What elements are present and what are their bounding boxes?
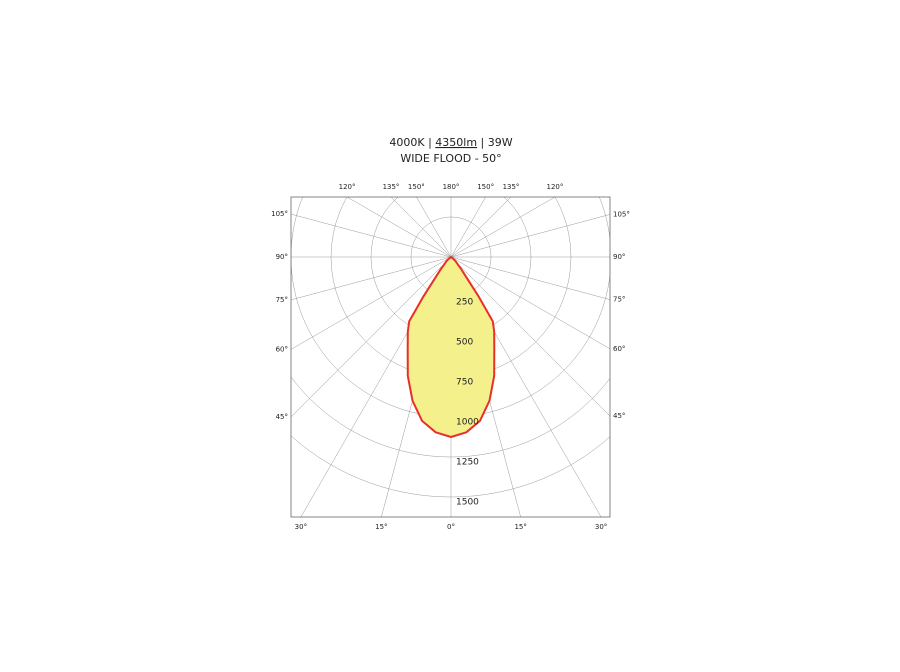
radial-tick-label: 1250 (456, 458, 479, 468)
grid-spoke (390, 197, 452, 258)
angle-tick-label: 135° (503, 183, 520, 191)
angle-tick-label: 135° (383, 183, 400, 191)
grid-spoke (450, 256, 610, 300)
grid-spoke (291, 256, 452, 350)
radial-tick-label: 750 (456, 378, 473, 388)
title-part: | 39W (477, 136, 513, 149)
grid-spoke (346, 197, 452, 258)
angle-tick-label: 180° (443, 183, 460, 191)
title-part: 4000K | (389, 136, 435, 149)
angle-tick-label: 150° (477, 183, 494, 191)
grid-spoke (450, 256, 610, 350)
angle-tick-label: 0° (447, 523, 455, 531)
angle-tick-label: 90° (613, 253, 625, 261)
angle-tick-label: 105° (613, 210, 630, 218)
angle-tick-label: 30° (295, 523, 307, 531)
grid-spoke (291, 256, 452, 418)
angle-tick-label: 15° (375, 523, 387, 531)
angle-tick-label: 75° (276, 296, 288, 304)
grid-spoke (450, 256, 610, 417)
angle-tick-label: 60° (276, 345, 288, 353)
plot: 120° 135° 150° 180° 150° 135° 120° 105° 90° 75° 60… (271, 183, 630, 531)
angle-tick-label: 15° (514, 523, 526, 531)
grid-spoke (450, 197, 486, 258)
chart-subtitle: WIDE FLOOD - 50° (400, 152, 501, 165)
angle-tick-label: 45° (613, 412, 625, 420)
grid-spoke (450, 197, 556, 258)
angle-tick-label: 60° (613, 345, 625, 353)
chart-title: 4000K | 4350lm | 39W (389, 136, 512, 149)
angle-tick-label: 30° (595, 523, 607, 531)
radial-tick-label: 1000 (456, 418, 479, 428)
angle-tick-label: 120° (546, 183, 563, 191)
radial-tick-label: 1500 (456, 498, 479, 508)
title-part: 4350lm (435, 136, 477, 149)
angle-tick-label: 90° (276, 253, 288, 261)
angle-tick-label: 75° (613, 296, 625, 304)
intensity-curve (406, 256, 496, 438)
grid-spoke (450, 197, 512, 258)
grid-spoke (450, 214, 610, 258)
grid-spoke (291, 256, 452, 301)
angle-tick-label: 45° (276, 413, 288, 421)
radial-tick-label: 250 (456, 298, 473, 308)
plot-frame (290, 196, 611, 518)
radial-tick-label: 500 (456, 338, 473, 348)
angle-tick-label: 150° (408, 183, 425, 191)
grid-spoke (416, 197, 452, 258)
grid-spoke (291, 213, 452, 258)
angle-tick-label: 120° (339, 183, 356, 191)
angle-tick-label: 105° (271, 210, 288, 218)
